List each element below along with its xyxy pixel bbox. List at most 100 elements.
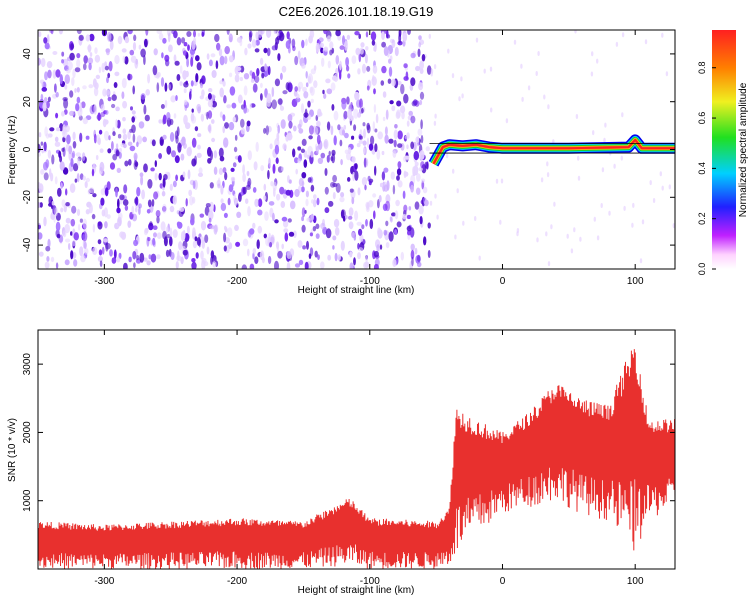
spectrogram-noise-dot [72, 131, 76, 141]
spectrogram-noise-dot [208, 217, 212, 223]
spectrogram-noise-dot [316, 197, 320, 206]
spectrogram-noise-dot [60, 182, 63, 190]
snr-x-tick-label: 0 [500, 576, 506, 587]
spectrogram-noise-dot [376, 244, 380, 252]
spectrogram-noise-dot [418, 167, 424, 172]
spectrogram-noise-dot [156, 82, 160, 93]
spectrogram-noise-dot [264, 211, 269, 222]
spectrogram-noise-dot [632, 202, 635, 208]
spectrogram-noise-dot [429, 200, 433, 206]
spectrogram-noise-dot [462, 220, 465, 226]
spectrogram-noise-dot [372, 65, 378, 74]
spectrogram-noise-dot [70, 157, 74, 168]
spectrogram-noise-dot [166, 233, 171, 239]
spectrogram-noise-dot [139, 172, 144, 178]
spectrogram-noise-dot [546, 172, 550, 178]
spectrogram-noise-dot [117, 133, 122, 139]
spectrogram-noise-dot [404, 155, 410, 160]
spectrogram-noise-dot [150, 167, 155, 172]
spectrogram-noise-dot [368, 143, 374, 151]
spectrogram-noise-dot [301, 172, 307, 179]
spectrogram-noise-dot [384, 126, 388, 136]
spectrogram-noise-dot [116, 207, 121, 214]
spectrogram-noise-dot [255, 141, 259, 152]
spectrogram-noise-dot [263, 127, 267, 134]
spectrogram-noise-dot [313, 80, 318, 88]
spectrogram-noise-dot [392, 259, 397, 267]
spectrogram-x-tick-label: -200 [227, 276, 247, 287]
spectrogram-noise-dot [75, 152, 82, 157]
spectrogram-noise-dot [276, 193, 281, 201]
spectrogram-noise-dot [425, 146, 430, 152]
spectrogram-noise-dot [124, 205, 129, 211]
spectrogram-noise-dot [265, 236, 271, 247]
spectrogram-noise-dot [252, 248, 256, 255]
spectrogram-noise-dot [169, 118, 174, 126]
spectrogram-noise-dot [291, 38, 296, 49]
spectrogram-noise-dot [428, 33, 431, 39]
spectrogram-x-label: Height of straight line (km) [298, 285, 415, 296]
spectrogram-noise-dot [575, 114, 579, 119]
spectrogram-noise-dot [89, 33, 95, 42]
spectrogram-noise-dot [397, 130, 403, 140]
spectrogram-noise-dot [379, 182, 384, 188]
spectrogram-noise-dot [394, 210, 399, 220]
spectrogram-noise-dot [233, 146, 238, 153]
spectrogram-noise-dot [374, 165, 377, 176]
spectrogram-noise-dot [156, 30, 163, 34]
spectrogram-noise-dot [169, 205, 175, 213]
spectrogram-noise-dot [98, 66, 102, 74]
spectrogram-noise-dot [346, 152, 352, 161]
spectrogram-noise-dot [74, 88, 77, 93]
spectrogram-noise-dot [131, 110, 136, 115]
spectrogram-noise-dot [348, 221, 354, 230]
spectrogram-noise-dot [204, 234, 209, 243]
spectrogram-noise-dot [181, 37, 186, 44]
spectrogram-noise-dot [249, 228, 255, 235]
spectrogram-noise-dot [433, 120, 437, 126]
spectrogram-noise-dot [100, 188, 106, 196]
spectrogram-noise-dot [260, 93, 263, 101]
spectrogram-noise-dot [301, 39, 305, 49]
spectrogram-noise-dot [382, 116, 386, 122]
spectrogram-noise-dot [400, 105, 406, 114]
spectrogram-noise-dot [71, 77, 75, 87]
spectrogram-noise-dot [223, 95, 227, 104]
spectrogram-noise-dot [421, 54, 426, 62]
spectrogram-noise-dot [310, 98, 314, 103]
spectrogram-noise-dot [119, 231, 125, 238]
spectrogram-noise-dot [194, 126, 199, 132]
spectrogram-noise-dot [333, 135, 337, 146]
spectrogram-noise-dot [403, 93, 409, 104]
spectrogram-noise-dot [132, 250, 137, 260]
spectrogram-noise-dot [208, 59, 213, 67]
spectrogram-noise-dot [56, 233, 61, 239]
spectrogram-noise-dot [108, 135, 111, 141]
spectrogram-noise-dot [592, 130, 595, 136]
spectrogram-noise-dot [393, 129, 398, 140]
spectrogram-noise-dot [193, 30, 196, 38]
spectrogram-noise-dot [283, 228, 289, 233]
spectrogram-noise-dot [402, 214, 407, 220]
spectrogram-noise-dot [207, 124, 211, 132]
spectrogram-noise-dot [69, 183, 76, 194]
spectrogram-noise-dot [111, 94, 117, 101]
spectrogram-noise-dot [265, 125, 269, 136]
spectrogram-noise-dot [83, 241, 87, 249]
spectrogram-noise-dot [420, 161, 425, 169]
spectrogram-noise-dot [368, 200, 374, 208]
spectrogram-noise-dot [324, 186, 329, 195]
spectrogram-noise-dot [249, 70, 253, 76]
spectrogram-noise-dot [191, 258, 196, 263]
spectrogram-noise-dot [396, 109, 401, 118]
spectrogram-noise-dot [294, 188, 300, 198]
spectrogram-noise-dot [410, 249, 415, 260]
spectrogram-noise-dot [94, 82, 99, 90]
spectrogram-noise-dot [368, 180, 372, 186]
spectrogram-noise-dot [62, 58, 69, 67]
spectrogram-noise-dot [85, 34, 91, 42]
spectrogram-noise-dot [310, 184, 315, 192]
spectrogram-noise-dot [228, 121, 235, 131]
spectrogram-noise-dot [293, 125, 297, 132]
